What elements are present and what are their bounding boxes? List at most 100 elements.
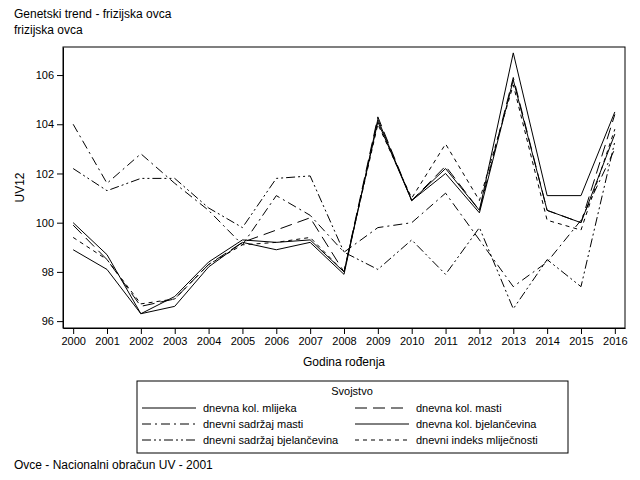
y-tick-label: 100 bbox=[36, 217, 54, 229]
x-tick: 2012 bbox=[468, 328, 492, 347]
title: Genetski trend - frizijska ovca bbox=[14, 7, 172, 21]
x-tick: 2005 bbox=[231, 328, 255, 347]
x-tick: 2010 bbox=[400, 328, 424, 347]
x-tick-mark bbox=[513, 328, 514, 334]
x-tick-label: 2005 bbox=[231, 335, 255, 347]
y-tick: 104 bbox=[36, 118, 63, 130]
x-tick-label: 2003 bbox=[163, 335, 187, 347]
y-axis: 96 98 100 102 104 106 bbox=[36, 48, 64, 329]
x-tick-mark bbox=[73, 328, 74, 334]
x-tick: 2016 bbox=[603, 328, 627, 347]
x-tick-label: 2001 bbox=[95, 335, 119, 347]
plot-frame bbox=[63, 47, 625, 328]
y-tick-mark bbox=[57, 272, 63, 273]
subtitle: frizijska ovca bbox=[14, 23, 83, 37]
x-tick-mark bbox=[378, 328, 379, 334]
x-tick-label: 2009 bbox=[366, 335, 390, 347]
y-tick: 100 bbox=[36, 217, 63, 229]
legend-swatch bbox=[355, 408, 409, 409]
y-tick-label: 98 bbox=[42, 266, 54, 278]
x-tick-label: 2002 bbox=[129, 335, 153, 347]
x-tick-mark bbox=[175, 328, 176, 334]
x-tick: 2007 bbox=[298, 328, 322, 347]
legend-item: dnevna kol. mlijeka bbox=[142, 402, 297, 414]
x-tick: 2006 bbox=[265, 328, 289, 347]
x-tick-mark bbox=[141, 328, 142, 334]
series-line bbox=[73, 141, 615, 308]
legend-swatch bbox=[142, 408, 196, 409]
x-tick-label: 2000 bbox=[61, 335, 85, 347]
x-tick-label: 2011 bbox=[434, 335, 458, 347]
x-tick: 2000 bbox=[61, 328, 85, 347]
x-axis-title: Godina rođenja bbox=[303, 355, 385, 369]
legend-item: dnevna kol. bjelančevina bbox=[355, 418, 537, 430]
legend-label: dnevna kol. masti bbox=[416, 402, 502, 414]
x-tick: 2013 bbox=[502, 328, 526, 347]
y-tick-label: 102 bbox=[36, 167, 54, 179]
y-tick-label: 96 bbox=[42, 315, 54, 327]
x-tick-label: 2006 bbox=[265, 335, 289, 347]
x-tick-mark bbox=[276, 328, 277, 334]
x-tick: 2015 bbox=[569, 328, 593, 347]
series-line bbox=[73, 53, 615, 314]
legend-item: dnevna kol. masti bbox=[355, 402, 502, 414]
x-tick-label: 2010 bbox=[400, 335, 424, 347]
legend-label: dnevni indeks mliječnosti bbox=[416, 434, 538, 446]
legend-label: dnevni sadržaj bjelančevina bbox=[203, 434, 339, 446]
x-tick-mark bbox=[479, 328, 480, 334]
legend-item: dnevni indeks mliječnosti bbox=[355, 434, 538, 446]
y-tick-label: 104 bbox=[36, 118, 54, 130]
x-tick-label: 2016 bbox=[603, 335, 627, 347]
x-tick-label: 2013 bbox=[502, 335, 526, 347]
legend-label: dnevni sadržaj masti bbox=[203, 418, 303, 430]
x-axis: 2000 2001 2002 2003 2004 2005 2006 2007 2008 2009… bbox=[61, 328, 627, 347]
x-tick: 2014 bbox=[535, 328, 559, 347]
chart: Genetski trend - frizijska ovca frizijska… bbox=[0, 0, 640, 480]
x-tick-mark bbox=[344, 328, 345, 334]
footnote: Ovce - Nacionalni obračun UV - 2001 bbox=[14, 458, 213, 472]
y-tick: 98 bbox=[42, 266, 63, 278]
x-tick: 2009 bbox=[366, 328, 390, 347]
x-tick-mark bbox=[615, 328, 616, 334]
legend-box bbox=[137, 381, 568, 453]
series-line bbox=[73, 85, 615, 304]
x-tick: 2008 bbox=[332, 328, 356, 347]
x-tick: 2002 bbox=[129, 328, 153, 347]
legend-title: Svojstvo bbox=[331, 385, 373, 397]
y-axis-title: UV12 bbox=[13, 172, 27, 202]
x-tick-label: 2004 bbox=[197, 335, 221, 347]
y-tick: 96 bbox=[42, 315, 63, 327]
x-tick-mark bbox=[446, 328, 447, 334]
x-tick-label: 2015 bbox=[569, 335, 593, 347]
y-tick-mark bbox=[57, 173, 63, 174]
y-tick-mark bbox=[57, 124, 63, 125]
y-axis-line bbox=[63, 48, 64, 329]
x-tick: 2004 bbox=[197, 328, 221, 347]
legend-swatch bbox=[355, 440, 409, 441]
y-tick-mark bbox=[57, 223, 63, 224]
x-tick-mark bbox=[107, 328, 108, 334]
legend-item: dnevni sadržaj masti bbox=[142, 418, 303, 430]
x-tick: 2001 bbox=[95, 328, 119, 347]
x-tick: 2003 bbox=[163, 328, 187, 347]
x-tick-mark bbox=[581, 328, 582, 334]
x-tick-mark bbox=[547, 328, 548, 334]
x-tick-mark bbox=[310, 328, 311, 334]
legend-swatch bbox=[142, 424, 196, 425]
legend-label: dnevna kol. bjelančevina bbox=[416, 418, 537, 430]
legend-swatch bbox=[355, 424, 409, 425]
series-line bbox=[73, 124, 615, 286]
legend: Svojstvo dnevna kol. mlijeka dnevna kol. m… bbox=[137, 381, 568, 453]
y-tick-mark bbox=[57, 321, 63, 322]
x-tick-label: 2012 bbox=[468, 335, 492, 347]
y-tick-label: 106 bbox=[36, 69, 54, 81]
x-tick-label: 2014 bbox=[535, 335, 559, 347]
legend-swatch bbox=[142, 440, 196, 441]
y-tick-mark bbox=[57, 75, 63, 76]
lines bbox=[73, 53, 615, 314]
legend-label: dnevna kol. mlijeka bbox=[203, 402, 297, 414]
y-tick: 102 bbox=[36, 167, 63, 179]
x-tick-mark bbox=[209, 328, 210, 334]
x-tick: 2011 bbox=[434, 328, 458, 347]
legend-item: dnevni sadržaj bjelančevina bbox=[142, 434, 339, 446]
